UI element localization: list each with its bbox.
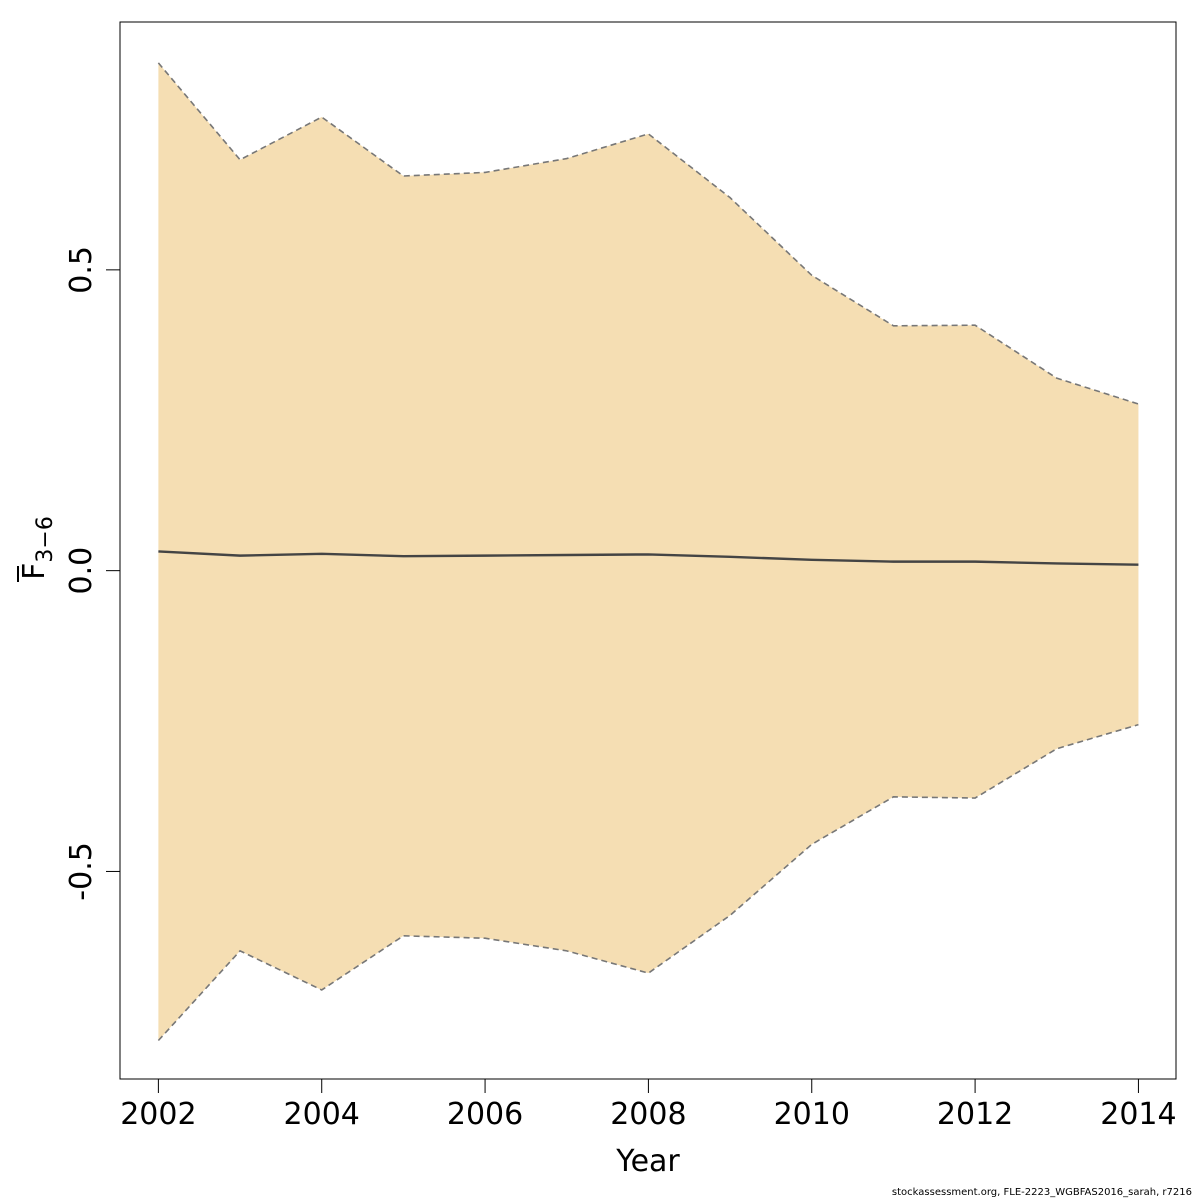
y-axis-title: F3−6: [17, 516, 58, 582]
x-tick-label: 2004: [284, 1097, 360, 1132]
band-area: [158, 62, 1139, 1041]
confidence-band: [158, 62, 1139, 1041]
y-axis: -0.5 0.0 0.5: [64, 246, 121, 901]
estimate-line: [158, 550, 1139, 566]
lower-bound-line: [157, 723, 1139, 1042]
x-tick-label: 2002: [120, 1097, 196, 1132]
y-axis-title-main: F: [17, 563, 52, 580]
upper-bound-line: [157, 62, 1139, 405]
y-axis-title-text: F3−6: [17, 516, 58, 580]
y-tick-label: 0.0: [64, 547, 99, 595]
x-tick-label: 2012: [937, 1097, 1013, 1132]
x-tick-label: 2010: [774, 1097, 850, 1132]
y-tick-label: 0.5: [64, 246, 99, 294]
x-tick-label: 2008: [610, 1097, 686, 1132]
y-axis-title-subscript: 3−6: [33, 516, 58, 562]
x-axis-title: Year: [615, 1144, 680, 1179]
y-tick-label: -0.5: [64, 842, 99, 901]
x-tick-label: 2006: [447, 1097, 523, 1132]
x-tick-label: 2014: [1100, 1097, 1176, 1132]
footer-credit: stockassessment.org, FLE-2223_WGBFAS2016…: [891, 1187, 1192, 1198]
x-axis: 2002 2004 2006 2008 2010 2012 2014: [120, 1078, 1177, 1132]
series-lines: [157, 62, 1139, 1042]
